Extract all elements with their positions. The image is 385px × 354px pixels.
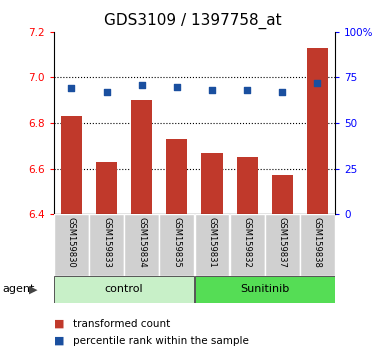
Bar [272,176,293,214]
Text: GSM159835: GSM159835 [172,217,181,268]
Text: agent: agent [2,284,34,295]
Bar [159,214,194,276]
Bar [124,214,159,276]
Point [279,89,285,95]
Bar [307,48,328,214]
Bar [54,276,194,303]
Bar [89,214,124,276]
Bar [300,214,335,276]
Bar [265,214,300,276]
Text: GSM159838: GSM159838 [313,217,322,268]
Bar [166,139,187,214]
Point [69,86,75,91]
Text: GSM159834: GSM159834 [137,217,146,268]
Text: GSM159830: GSM159830 [67,217,76,268]
Point [174,84,180,89]
Point [244,87,250,93]
Bar [131,100,152,214]
Bar [194,214,229,276]
Text: GSM159833: GSM159833 [102,217,111,268]
Bar [201,153,223,214]
Text: ■: ■ [54,319,64,329]
Text: ■: ■ [54,336,64,346]
Text: transformed count: transformed count [73,319,171,329]
Text: ▶: ▶ [29,284,38,295]
Text: GSM159832: GSM159832 [243,217,252,268]
Point [139,82,145,87]
Bar [96,162,117,214]
Bar [61,116,82,214]
Point [314,80,320,86]
Bar [236,157,258,214]
Point [209,87,215,93]
Text: percentile rank within the sample: percentile rank within the sample [73,336,249,346]
Bar [230,214,264,276]
Text: GDS3109 / 1397758_at: GDS3109 / 1397758_at [104,12,281,29]
Text: control: control [105,284,144,295]
Point [104,89,110,95]
Text: GSM159837: GSM159837 [278,217,287,268]
Bar [54,214,89,276]
Text: GSM159831: GSM159831 [208,217,216,268]
Text: Sunitinib: Sunitinib [240,284,289,295]
Bar [194,276,335,303]
